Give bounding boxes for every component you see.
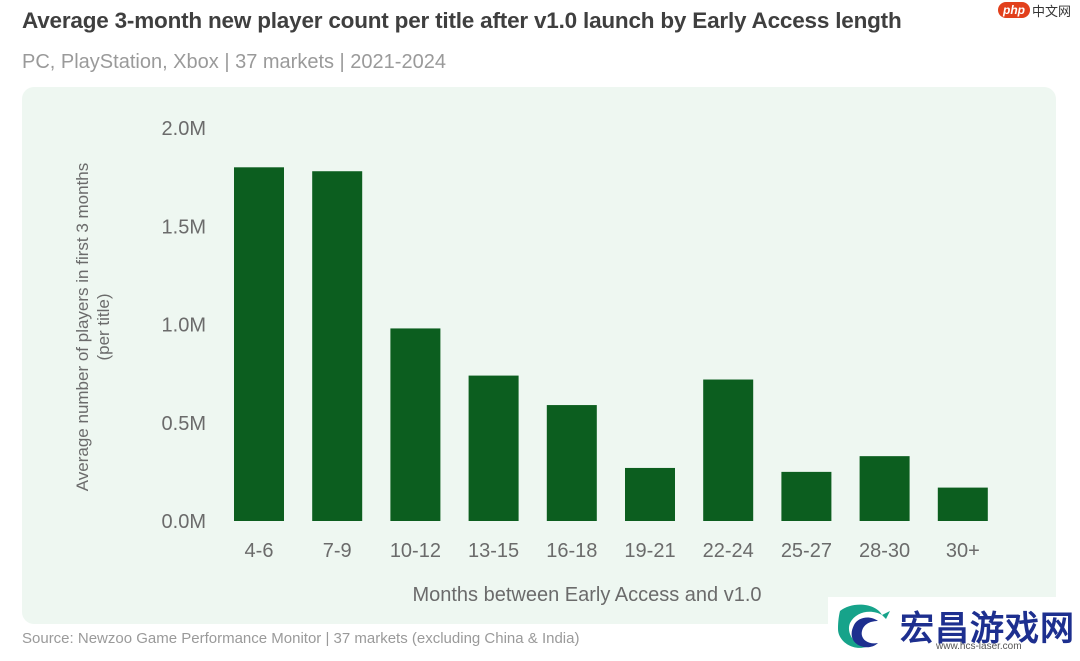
php-watermark-text: 中文网 — [1032, 3, 1072, 19]
site-url: www.hcs-laser.com — [936, 641, 1022, 652]
php-badge: php — [998, 2, 1030, 18]
y-tick-label: 0.0M — [162, 511, 206, 533]
y-tick-label: 2.0M — [162, 118, 206, 140]
y-axis-label-sub: (per title) — [94, 293, 113, 360]
bar-22-24 — [703, 379, 754, 521]
bar-13-15 — [468, 375, 519, 521]
x-tick-label: 22-24 — [703, 540, 754, 562]
bar-10-12 — [390, 328, 441, 521]
bar-chart: 0.0M 0.5M 1.0M 1.5M 2.0M 4-6 7-9 10-12 13-15 16-1… — [73, 118, 988, 606]
bar-28-30 — [859, 456, 910, 521]
x-tick-label: 16-18 — [546, 540, 597, 562]
y-tick-label: 1.0M — [162, 315, 206, 337]
site-name: 宏昌游戏网 — [900, 610, 1075, 648]
x-tick-label: 30+ — [946, 540, 980, 562]
bar-16-18 — [546, 405, 597, 521]
y-axis-label: Average number of players in first 3 mon… — [73, 163, 92, 492]
x-tick-label: 28-30 — [859, 540, 910, 562]
x-tick-label: 7-9 — [323, 540, 352, 562]
bar-19-21 — [625, 467, 675, 521]
x-tick-label: 10-12 — [390, 540, 441, 562]
x-tick-label: 13-15 — [468, 540, 519, 562]
bar-30+ — [937, 487, 988, 521]
x-tick-label: 4-6 — [245, 540, 274, 562]
bar-7-9 — [312, 171, 363, 521]
source-note: Source: Newzoo Game Performance Monitor … — [22, 630, 580, 647]
chart-panel: 0.0M 0.5M 1.0M 1.5M 2.0M 4-6 7-9 10-12 13-15 16-1… — [22, 87, 1056, 624]
x-tick-label: 19-21 — [624, 540, 675, 562]
x-tick-label: 25-27 — [781, 540, 832, 562]
chart-subtitle: PC, PlayStation, Xbox | 37 markets | 202… — [22, 51, 446, 73]
bar-25-27 — [781, 471, 832, 521]
dragon-logo-icon — [838, 604, 890, 648]
y-tick-label: 1.5M — [162, 216, 206, 238]
php-watermark: php 中文网 — [998, 0, 1071, 20]
bar-4-6 — [234, 167, 284, 522]
x-axis-label: Months between Early Access and v1.0 — [412, 584, 761, 606]
y-tick-label: 0.5M — [162, 413, 206, 435]
chart-title: Average 3-month new player count per tit… — [22, 8, 902, 33]
site-watermark: 宏昌游戏网 www.hcs-laser.com — [828, 597, 1078, 659]
